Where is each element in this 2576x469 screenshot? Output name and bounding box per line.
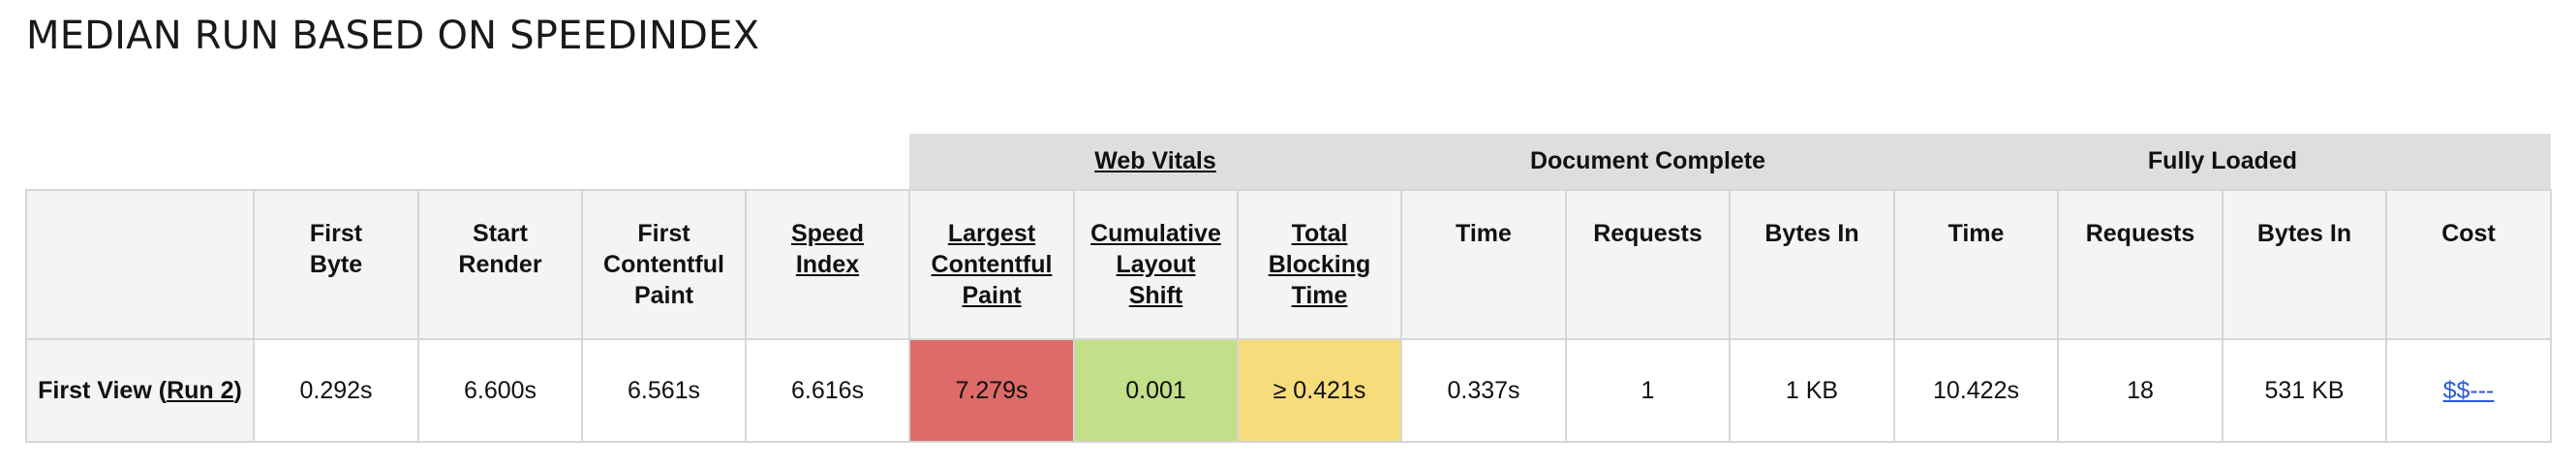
tbt-link[interactable]: Total Blocking Time xyxy=(1269,220,1371,309)
cell-first-contentful-paint: 6.561s xyxy=(581,338,747,443)
col-total-blocking-time: Total Blocking Time xyxy=(1237,189,1402,340)
lcp-link[interactable]: Largest Contentful Paint xyxy=(932,220,1053,309)
row-label-first-view: First View (Run 2) xyxy=(25,338,255,443)
col-start-render-line1: Start xyxy=(473,220,528,247)
col-first-byte-line2: Byte xyxy=(309,251,363,278)
col-speed-index-line2: Index xyxy=(795,251,860,278)
col-tbt-line3: Time xyxy=(1291,282,1348,309)
col-lcp-line1: Largest xyxy=(947,220,1036,247)
col-tbt-line1: Total xyxy=(1291,220,1348,247)
cell-full-time: 10.422s xyxy=(1893,338,2059,443)
col-full-time: Time xyxy=(1893,189,2059,340)
cell-largest-contentful-paint: 7.279s xyxy=(908,338,1075,443)
document-complete-group-header: Document Complete xyxy=(1401,134,1894,190)
run-link[interactable]: Run 2 xyxy=(167,376,234,404)
speed-index-link[interactable]: Speed Index xyxy=(791,220,864,278)
col-fcp-line3: Paint xyxy=(633,282,694,309)
cell-speed-index: 6.616s xyxy=(745,338,910,443)
col-full-requests: Requests xyxy=(2057,189,2223,340)
col-cls-line2: Layout xyxy=(1116,251,1196,278)
web-vitals-group-header: Web Vitals xyxy=(909,134,1401,190)
col-lcp-line2: Contentful xyxy=(931,251,1053,278)
fully-loaded-group-header: Fully Loaded xyxy=(1894,134,2551,190)
results-table: Web Vitals Document Complete Fully Loade… xyxy=(25,134,2552,443)
col-doc-bytes-in: Bytes In xyxy=(1729,189,1895,340)
col-speed-index: Speed Index xyxy=(745,189,910,340)
col-start-render: Start Render xyxy=(417,189,583,340)
col-lcp-line3: Paint xyxy=(962,282,1022,309)
cost-link[interactable]: $$--- xyxy=(2442,376,2495,404)
col-cls-line3: Shift xyxy=(1128,282,1183,309)
cell-doc-bytes-in: 1 KB xyxy=(1729,338,1895,443)
cell-doc-requests: 1 xyxy=(1565,338,1731,443)
cell-start-render: 6.600s xyxy=(417,338,583,443)
col-first-contentful-paint: First Contentful Paint xyxy=(581,189,747,340)
table-row: First View (Run 2) 0.292s 6.600s 6.561s … xyxy=(25,338,2552,443)
row-label-suffix: ) xyxy=(233,376,242,404)
col-largest-contentful-paint: Largest Contentful Paint xyxy=(908,189,1075,340)
col-full-bytes-in: Bytes In xyxy=(2222,189,2387,340)
col-fcp-line1: First xyxy=(637,220,690,247)
cell-full-bytes-in: 531 KB xyxy=(2222,338,2387,443)
col-doc-time: Time xyxy=(1400,189,1567,340)
cell-full-requests: 18 xyxy=(2057,338,2223,443)
col-first-byte: First Byte xyxy=(253,189,419,340)
col-first-byte-line1: First xyxy=(309,220,363,247)
cls-link[interactable]: Cumulative Layout Shift xyxy=(1090,220,1221,309)
col-fcp-line2: Contentful xyxy=(603,251,724,278)
col-start-render-line2: Render xyxy=(458,251,542,278)
column-header-row: First Byte Start Render First Contentful Pai… xyxy=(25,189,2552,340)
col-cost: Cost xyxy=(2385,189,2552,340)
cell-cost: $$--- xyxy=(2385,338,2552,443)
col-cls-line1: Cumulative xyxy=(1090,220,1221,247)
page-title: MEDIAN RUN BASED ON SPEEDINDEX xyxy=(26,14,760,58)
group-header-spacer xyxy=(26,134,909,190)
col-tbt-line2: Blocking xyxy=(1268,251,1371,278)
corner-cell xyxy=(25,189,255,340)
cell-doc-time: 0.337s xyxy=(1400,338,1567,443)
cell-cumulative-layout-shift: 0.001 xyxy=(1073,338,1239,443)
col-doc-requests: Requests xyxy=(1565,189,1731,340)
col-speed-index-line1: Speed xyxy=(790,220,865,247)
col-cumulative-layout-shift: Cumulative Layout Shift xyxy=(1073,189,1239,340)
cell-total-blocking-time: ≥ 0.421s xyxy=(1237,338,1402,443)
cell-first-byte: 0.292s xyxy=(253,338,419,443)
row-label-prefix: First View ( xyxy=(38,376,168,404)
web-vitals-link[interactable]: Web Vitals xyxy=(1094,147,1216,174)
group-header-row: Web Vitals Document Complete Fully Loade… xyxy=(26,134,2551,190)
